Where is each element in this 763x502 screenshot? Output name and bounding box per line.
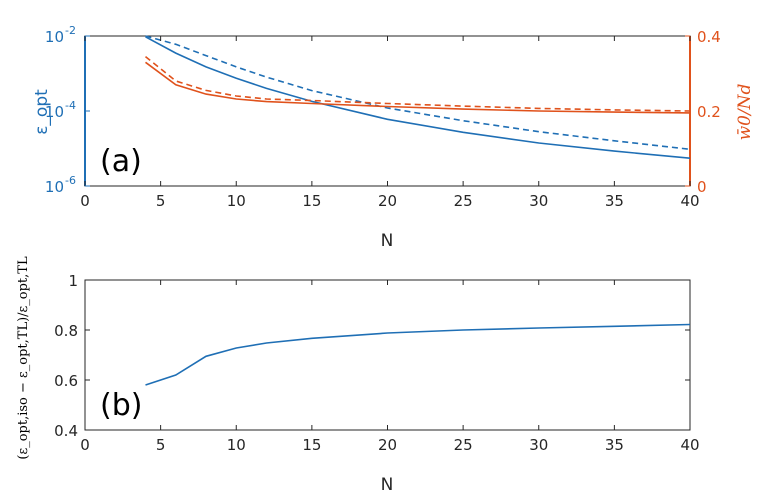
series-line-orange-solid <box>145 61 691 114</box>
y-right-tick-label: 0.4 <box>697 28 721 46</box>
y-left-tick-exponent: -6 <box>65 174 76 187</box>
x-tick-label: 10 <box>227 436 246 454</box>
panel-a-series <box>144 35 691 159</box>
x-tick-label: 30 <box>529 436 548 454</box>
panel-a: 0 5 10 15 20 25 30 35 40 10-210-410-6 0.40.20 (a… <box>32 24 755 251</box>
panel-b-plot-area <box>84 279 691 431</box>
x-tick-label: 35 <box>605 192 624 210</box>
x-tick-label: 15 <box>302 192 321 210</box>
panel-b-xlabel: N <box>381 475 394 495</box>
y-left-tick-label: 10 <box>45 103 64 121</box>
x-tick-label: 5 <box>156 436 166 454</box>
panel-a-label: (a) <box>100 144 142 179</box>
series-line-blue-dashed <box>145 35 691 151</box>
y-tick-label: 1 <box>68 272 78 290</box>
panel-a-xlabel: N <box>381 231 394 251</box>
panel-b: 0 5 10 15 20 25 30 35 40 1 0.8 0.6 0.4 (b) N (ε_opt… <box>16 256 700 495</box>
x-tick-label: 15 <box>302 436 321 454</box>
x-tick-label: 0 <box>80 192 90 210</box>
panel-a-y-ticks-right: 0.4 0.2 0 <box>685 28 721 196</box>
y-right-tick-label: 0.2 <box>697 103 721 121</box>
panel-a-ylabel-left: ε_opt <box>32 89 52 135</box>
x-tick-label: 10 <box>227 192 246 210</box>
y-left-tick-exponent: -4 <box>65 99 76 112</box>
panel-a-ylabel-right: w̄0/Nd <box>735 83 755 140</box>
x-tick-label: 5 <box>156 192 166 210</box>
x-tick-label: 20 <box>378 192 397 210</box>
y-tick-label: 0.6 <box>54 372 78 390</box>
panel-b-x-ticks: 0 5 10 15 20 25 30 35 40 <box>80 280 700 454</box>
panel-a-plot-area <box>84 35 691 187</box>
series-line-blue-solid <box>145 36 691 159</box>
y-left-tick-label: 10 <box>45 28 64 46</box>
x-tick-label: 40 <box>680 436 699 454</box>
y-left-tick-label: 10 <box>45 178 64 196</box>
x-tick-label: 0 <box>80 436 90 454</box>
x-tick-label: 40 <box>680 192 699 210</box>
y-right-tick-label: 0 <box>697 178 707 196</box>
panel-b-ylabel: (ε_opt,iso − ε_opt,TL)/ε_opt,TL <box>16 256 31 460</box>
x-tick-label: 30 <box>529 192 548 210</box>
panel-b-label: (b) <box>100 388 142 423</box>
x-tick-label: 35 <box>605 436 624 454</box>
panel-a-x-ticks: 0 5 10 15 20 25 30 35 40 <box>80 36 700 210</box>
x-tick-label: 20 <box>378 436 397 454</box>
y-left-tick-exponent: -2 <box>65 24 76 37</box>
panel-b-series <box>145 323 691 386</box>
y-tick-label: 0.8 <box>54 322 78 340</box>
x-tick-label: 25 <box>454 192 473 210</box>
x-tick-label: 25 <box>454 436 473 454</box>
series-line-orange-dashed <box>144 55 691 112</box>
panel-b-y-ticks: 1 0.8 0.6 0.4 <box>54 272 690 440</box>
y-tick-label: 0.4 <box>54 422 78 440</box>
panel-a-y-ticks-left: 10-210-410-6 <box>45 24 90 196</box>
series-line-blue-solid <box>145 323 691 386</box>
